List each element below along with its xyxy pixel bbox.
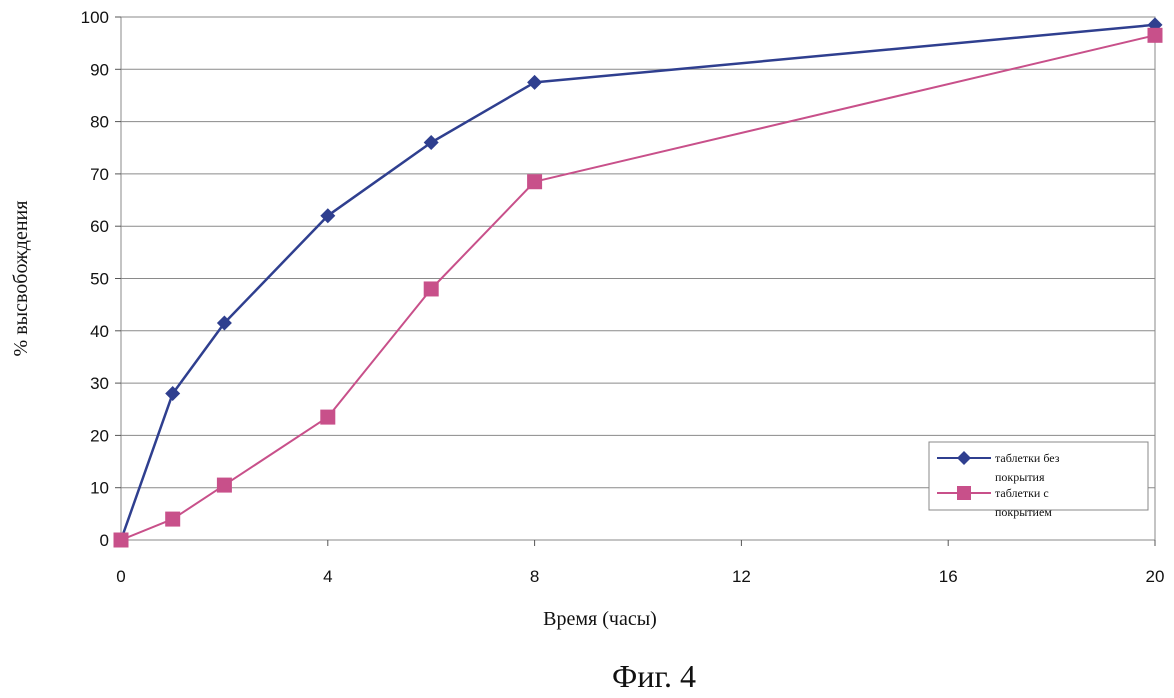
y-tick-label: 60 [90, 217, 109, 236]
data-point [527, 75, 542, 90]
x-tick-label: 4 [323, 567, 332, 586]
data-point [424, 281, 439, 296]
x-tick-label: 16 [939, 567, 958, 586]
x-tick-label: 8 [530, 567, 539, 586]
y-tick-label: 100 [81, 8, 109, 27]
data-point [1148, 28, 1163, 43]
y-tick-label: 80 [90, 113, 109, 132]
data-point [320, 410, 335, 425]
data-point [424, 135, 439, 150]
y-tick-label: 20 [90, 426, 109, 445]
x-tick-label: 20 [1146, 567, 1165, 586]
x-tick-labels: 0 4 8 12 16 20 [116, 540, 1164, 586]
data-point [165, 512, 180, 527]
y-tick-label: 90 [90, 60, 109, 79]
legend: таблетки безпокрытиятаблетки спокрытием [929, 442, 1148, 519]
y-tick-label: 10 [90, 479, 109, 498]
y-tick-label: 0 [100, 531, 109, 550]
y-axis-title: % высвобождения [10, 201, 32, 357]
figure-caption: Фиг. 4 [612, 658, 696, 694]
x-tick-label: 0 [116, 567, 125, 586]
data-point [114, 533, 129, 548]
x-axis-title: Время (часы) [543, 608, 657, 630]
y-tick-labels: 0 10 20 30 40 50 60 70 80 90 100 [81, 8, 121, 550]
legend-marker [957, 486, 971, 500]
x-tick-label: 12 [732, 567, 751, 586]
y-tick-label: 50 [90, 270, 109, 289]
y-tick-label: 40 [90, 322, 109, 341]
y-tick-label: 30 [90, 374, 109, 393]
y-tick-label: 70 [90, 165, 109, 184]
data-point [527, 174, 542, 189]
data-point [217, 478, 232, 493]
